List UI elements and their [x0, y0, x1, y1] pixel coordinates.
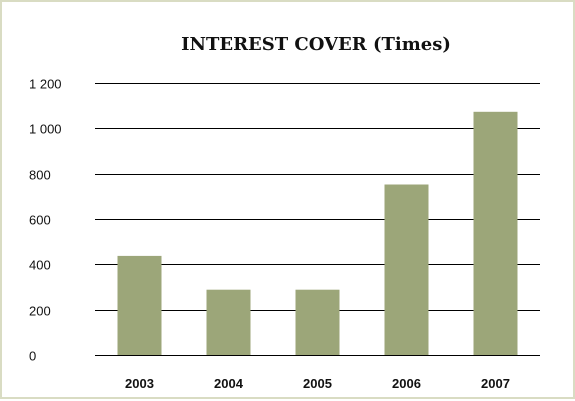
- bar-2007: [473, 111, 518, 355]
- bar-2006: [384, 184, 429, 355]
- chart-title: INTEREST COVER (Times): [181, 34, 451, 55]
- y-tick-label: 1 000: [29, 122, 62, 137]
- y-axis-ticks: 0 200 400 600 800 1 000 1 200: [29, 77, 62, 364]
- y-tick-label: 600: [29, 213, 51, 228]
- bar-2003: [117, 255, 162, 355]
- x-tick-label: 2005: [303, 376, 332, 391]
- gridlines: [95, 83, 540, 356]
- x-tick-label: 2006: [392, 376, 421, 391]
- x-tick-label: 2007: [481, 376, 510, 391]
- bar-2005: [295, 289, 340, 355]
- x-tick-label: 2004: [214, 376, 244, 391]
- bar-2004: [206, 289, 251, 355]
- y-tick-label: 200: [29, 304, 51, 319]
- x-tick-label: 2003: [125, 376, 154, 391]
- x-axis-ticks: 2003 2004 2005 2006 2007: [125, 376, 510, 391]
- y-tick-label: 0: [29, 349, 36, 364]
- y-tick-label: 400: [29, 258, 51, 273]
- y-tick-label: 1 200: [29, 77, 62, 92]
- y-tick-label: 800: [29, 168, 51, 183]
- bars: [95, 111, 540, 356]
